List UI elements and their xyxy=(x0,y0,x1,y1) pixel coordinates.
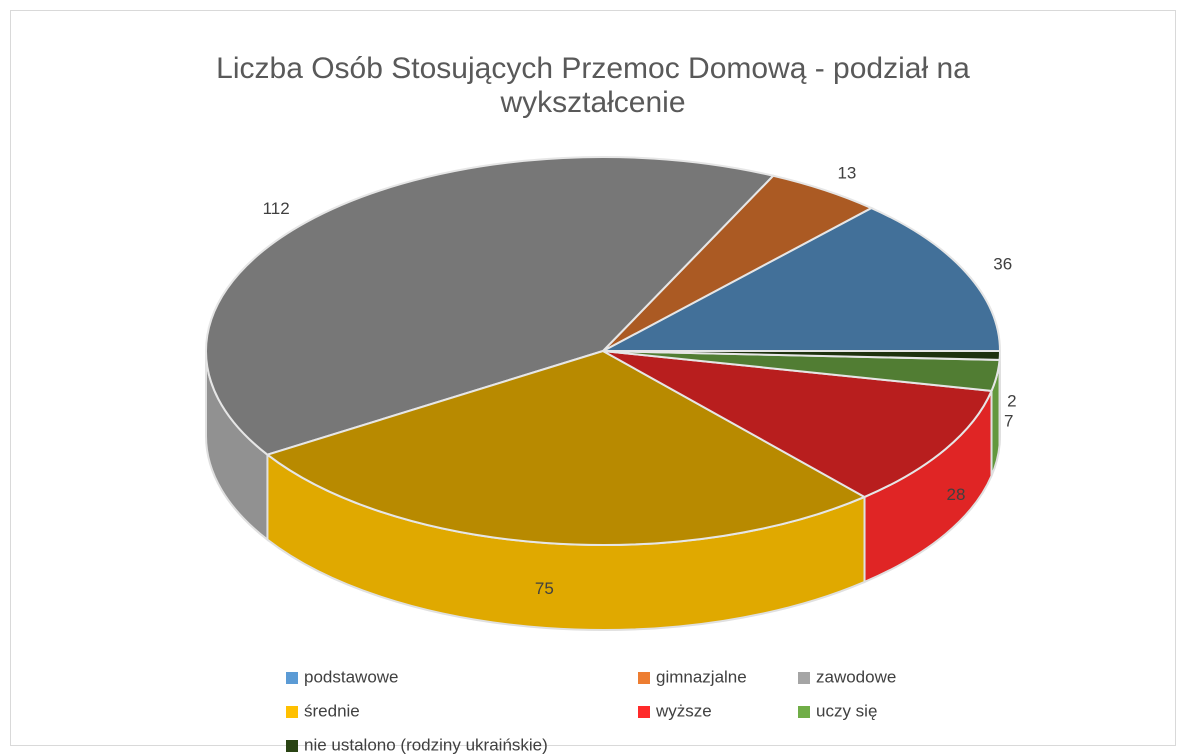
data-label: 28 xyxy=(947,485,966,504)
data-label: 7 xyxy=(1004,412,1013,431)
legend-swatch xyxy=(798,672,810,684)
legend-swatch xyxy=(638,672,650,684)
data-label: 2 xyxy=(1007,392,1016,411)
data-label: 112 xyxy=(263,199,290,218)
legend-label: wyższe xyxy=(655,701,712,720)
legend-label: uczy się xyxy=(816,701,877,720)
legend-label: nie ustalono (rodziny ukraińskie) xyxy=(304,735,548,754)
data-label: 75 xyxy=(535,579,554,598)
data-label: 13 xyxy=(837,163,856,182)
legend-label: podstawowe xyxy=(304,667,399,686)
legend-swatch xyxy=(286,740,298,752)
pie-slice xyxy=(265,349,867,546)
legend-label: średnie xyxy=(304,701,360,720)
legend-swatch xyxy=(286,672,298,684)
legend-swatch xyxy=(798,706,810,718)
legend-label: zawodowe xyxy=(816,667,896,686)
legend-label: gimnazjalne xyxy=(656,667,747,686)
pie-slice xyxy=(602,206,1002,352)
data-label: 36 xyxy=(993,255,1012,274)
pie-slice xyxy=(205,156,776,456)
pie-slice xyxy=(602,350,1002,361)
legend-swatch xyxy=(286,706,298,718)
pie-slice xyxy=(602,350,993,499)
legend-swatch xyxy=(638,706,650,718)
chart-title: Liczba Osób Stosujących Przemoc Domową -… xyxy=(216,52,970,119)
